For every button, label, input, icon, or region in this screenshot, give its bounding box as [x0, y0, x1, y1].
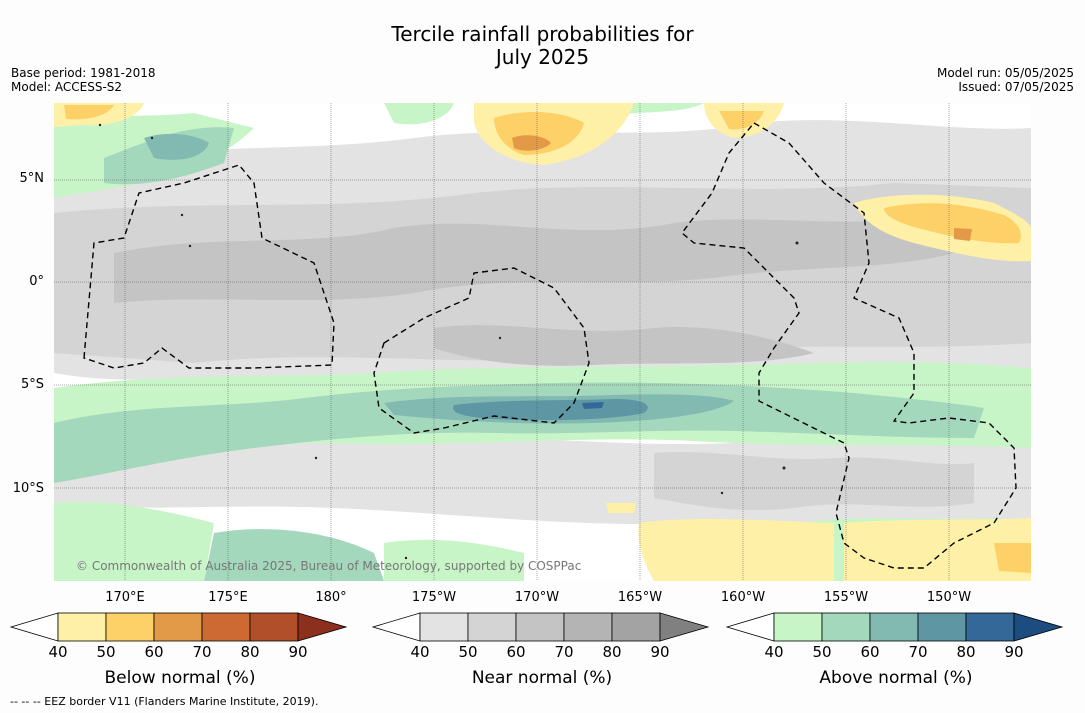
lat-label: 5°N: [19, 171, 45, 186]
model-name: Model: ACCESS-S2: [11, 80, 123, 94]
lon-label: 175°E: [208, 590, 248, 605]
colorbar-tick-label: 60: [144, 643, 164, 661]
lat-label: 10°S: [12, 481, 44, 496]
above-normal-high-extend: [1013, 612, 1064, 642]
above-normal-region: [54, 502, 214, 581]
below-normal-region: [638, 518, 834, 581]
colorbar-tick-label: 70: [554, 643, 574, 661]
lon-label: 165°W: [617, 590, 663, 605]
model-run-date: Model run: 05/05/2025: [936, 66, 1074, 80]
colorbar-tick-label: 50: [812, 643, 832, 661]
colorbar-tick-label: 90: [650, 643, 670, 661]
above-normal-region: [204, 529, 384, 581]
below-normal-region: [64, 105, 114, 120]
lon-label: 160°W: [720, 590, 766, 605]
above-normal-title: Above normal (%): [819, 668, 973, 688]
near-normal-swatch: [611, 612, 661, 642]
colorbar-tick-label: 90: [288, 643, 308, 661]
colorbar-tick-label: 60: [506, 643, 526, 661]
colorbar-near-normal: [372, 612, 710, 642]
colorbar-tick-label: 80: [240, 643, 260, 661]
lon-label: 180°: [315, 590, 347, 605]
issued-date: Issued: 07/05/2025: [958, 80, 1074, 94]
below-normal-swatch: [201, 612, 251, 642]
meta-left: Base period: 1981-2018 Model: ACCESS-S2: [11, 66, 156, 94]
below-normal-region: [606, 503, 636, 513]
below-normal-region: [884, 203, 1021, 244]
lat-label: 5°S: [20, 377, 44, 392]
below-normal-region: [844, 518, 1031, 581]
colorbar-tick-label: 50: [458, 643, 478, 661]
colorbar-tick-label: 40: [48, 643, 68, 661]
near-normal-swatch: [419, 612, 469, 642]
eez-footnote: -- -- -- EEZ border V11 (Flanders Marine…: [10, 695, 319, 708]
above-normal-swatch: [965, 612, 1015, 642]
lon-label: 170°W: [514, 590, 560, 605]
below-normal-region: [512, 135, 551, 151]
below-normal-region: [994, 543, 1031, 573]
near-normal-swatch: [515, 612, 565, 642]
colorbar-tick-label: 80: [956, 643, 976, 661]
colorbar-tick-label: 80: [602, 643, 622, 661]
above-normal-swatch: [821, 612, 871, 642]
lat-label: 0°: [29, 274, 44, 289]
colorbar-tick-label: 60: [860, 643, 880, 661]
above-normal-swatch: [917, 612, 967, 642]
near-normal-region: [434, 325, 814, 366]
colorbar-swatches: [10, 612, 348, 642]
graticule: [54, 103, 1031, 581]
below-normal-swatch: [105, 612, 155, 642]
above-normal-swatch: [773, 612, 823, 642]
above-normal-region: [582, 402, 604, 409]
near-normal-swatch: [563, 612, 613, 642]
above-normal-region: [384, 539, 524, 581]
colorbar-swatches: [372, 612, 710, 642]
near-normal-region: [654, 451, 974, 511]
meta-right: Model run: 05/05/2025 Issued: 07/05/2025: [937, 66, 1074, 94]
base-period: Base period: 1981-2018: [11, 66, 156, 80]
map-title-line1: Tercile rainfall probabilities for: [391, 22, 694, 46]
near-normal-high-extend: [659, 612, 710, 642]
colorbar-tick-label: 40: [410, 643, 430, 661]
colorbar-below-normal: [10, 612, 348, 642]
lon-label: 155°W: [823, 590, 869, 605]
colorbar-above-normal: [726, 612, 1064, 642]
above-normal-region: [384, 103, 454, 125]
rainfall-map: © Commonwealth of Australia 2025, Bureau…: [54, 103, 1031, 581]
colorbar-tick-label: 70: [192, 643, 212, 661]
near-normal-swatch: [467, 612, 517, 642]
near-normal-low-extend: [372, 612, 421, 642]
above-normal-region: [144, 133, 209, 160]
above-normal-swatch: [869, 612, 919, 642]
below-normal-region: [719, 111, 764, 130]
below-normal-swatch: [153, 612, 203, 642]
colorbar-tick-label: 50: [96, 643, 116, 661]
below-normal-low-extend: [10, 612, 59, 642]
copyright-notice: © Commonwealth of Australia 2025, Bureau…: [76, 559, 581, 573]
lon-label: 175°W: [411, 590, 457, 605]
colorbar-tick-label: 70: [908, 643, 928, 661]
eez-border: [83, 122, 1017, 569]
islands: [98, 123, 799, 560]
below-normal-high-extend: [297, 612, 348, 642]
colorbar-tick-label: 40: [764, 643, 784, 661]
below-normal-title: Below normal (%): [104, 668, 256, 688]
near-normal-title: Near normal (%): [471, 668, 613, 688]
near-normal-region: [114, 218, 984, 303]
above-normal-region: [54, 382, 984, 483]
below-normal-swatch: [57, 612, 107, 642]
lon-label: 170°E: [105, 590, 145, 605]
lon-label: 150°W: [926, 590, 972, 605]
colorbar-tick-label: 90: [1004, 643, 1024, 661]
below-normal-region: [954, 228, 972, 241]
below-normal-swatch: [249, 612, 299, 642]
colorbar-swatches: [726, 612, 1064, 642]
map-title-line2: July 2025: [495, 45, 590, 69]
above-normal-low-extend: [726, 612, 775, 642]
